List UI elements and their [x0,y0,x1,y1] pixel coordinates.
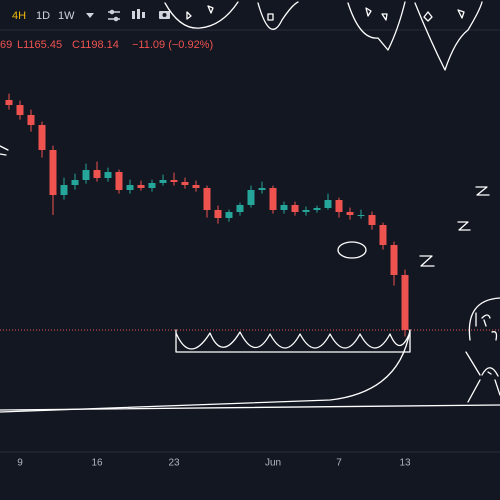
candle-body [27,115,35,125]
candle-body [192,185,200,188]
candle-body [38,125,46,150]
legend-low: L1165.45 [17,39,62,51]
x-tick-label: 23 [168,458,180,469]
candle-body [324,200,332,208]
candle-body [291,205,299,212]
doodle-eye [337,241,367,259]
candle-body [346,212,354,215]
candle-body [368,215,376,225]
candle-body [60,185,68,195]
candle-body [82,170,90,180]
chart-type-icon[interactable] [132,9,145,19]
candle-body [203,188,211,210]
candle-body [214,210,222,218]
doodle-scribble [475,312,498,341]
doodle-mark [0,145,9,156]
candle-body [115,172,123,190]
doodle-z [419,186,490,267]
snapshot-icon[interactable] [159,11,170,19]
candle-body [401,275,409,330]
doodle-figure [465,297,500,403]
candle-body [170,180,178,182]
doodles [0,1,500,413]
doodle-ground [0,404,500,411]
x-tick-label: 7 [336,458,342,469]
legend-change: −11.09 (−0.92%) [132,39,213,51]
candle-body [159,180,167,183]
doodle-monster [257,1,299,30]
candle-body [390,245,398,275]
candle-body [126,185,134,190]
candle-body [49,150,57,195]
x-tick-label: 9 [17,458,23,469]
x-tick-label: Jun [265,458,281,469]
candle-body [269,188,277,210]
candle-body [71,180,79,185]
doodle-monster [164,1,239,29]
candle-body [379,225,387,245]
interval-dropdown[interactable] [86,13,94,18]
doodle-monster [414,1,483,71]
candle-body [137,185,145,188]
candle-body [5,100,13,105]
candle-body [16,105,24,115]
candle-body [335,200,343,212]
candle-body [93,170,101,178]
candle-body [225,212,233,218]
interval-button[interactable]: 1W [58,10,75,22]
x-tick-label: 16 [91,458,103,469]
candle-body [280,205,288,210]
interval-button[interactable]: 4H [12,10,26,22]
candle-body [104,172,112,178]
candle-body [313,208,321,210]
legend-open: 69 [0,39,12,51]
candle-body [258,188,266,190]
candles: 9 16 23 Jun 7 13 [0,93,500,469]
interval-button[interactable]: 1D [36,10,50,22]
doodle-monster [347,1,406,51]
legend-close: C1198.14 [72,39,119,51]
candle-body [236,205,244,212]
doodle-teeth [175,329,411,353]
x-tick-label: 13 [399,458,411,469]
candle-body [247,190,255,205]
candle-body [357,215,365,216]
candle-body [148,183,156,188]
candle-body [302,210,310,212]
candle-body [181,182,189,185]
indicator-icon[interactable] [108,9,120,22]
